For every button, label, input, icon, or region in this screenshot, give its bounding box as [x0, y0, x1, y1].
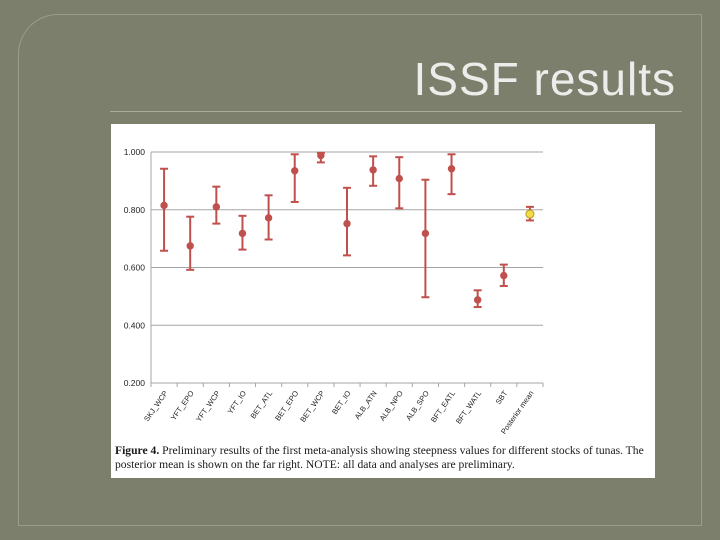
data-point [160, 201, 168, 210]
data-point [395, 174, 403, 183]
data-point [317, 151, 325, 160]
y-tick-label: 0.800 [124, 205, 146, 215]
data-point [473, 296, 482, 304]
figure-panel: 1.000 0.800 0.600 0.400 0.200 SKJ_WCP YFT_EPO Y… [111, 124, 655, 478]
caption-text: Preliminary results of the first meta-an… [115, 444, 644, 471]
data-point [500, 271, 508, 280]
data-point [369, 166, 377, 174]
x-tick-label: SKJ_WCP [142, 389, 170, 423]
data-point [186, 242, 194, 250]
slide-title: ISSF results [413, 53, 676, 105]
y-tick-label: 0.200 [124, 378, 146, 388]
y-tick-label: 0.400 [124, 320, 146, 330]
x-tick-label: BET_ATL [249, 389, 275, 420]
x-tick-label: BET_IO [330, 389, 353, 416]
data-point [212, 203, 221, 211]
x-tick-label: BFT_WATL [454, 389, 483, 426]
x-tick-label: YFT_IO [226, 389, 249, 416]
x-tick-label: SBT [494, 389, 510, 406]
x-tick-label: YFT_EPO [169, 389, 196, 422]
posterior-mean-point [525, 209, 535, 219]
slide-frame [18, 14, 702, 526]
data-point [447, 165, 456, 173]
x-tick-label: BET_EPO [273, 389, 300, 423]
x-tick-label: BET_WCP [298, 389, 326, 424]
x-tick-label: ALB_ATN [353, 389, 379, 421]
y-tick-label: 1.000 [124, 147, 146, 157]
figure-caption: Figure 4. Preliminary results of the fir… [115, 444, 651, 472]
x-tick-label: YFT_WCP [194, 389, 222, 424]
x-tick-label: BFT_EATL [429, 389, 457, 424]
data-point [238, 229, 247, 238]
data-point [343, 219, 351, 228]
data-point [264, 214, 273, 222]
data-point [421, 229, 430, 238]
caption-label: Figure 4. [115, 444, 160, 457]
x-tick-label: ALB_NPO [378, 389, 405, 423]
data-point [291, 167, 299, 175]
x-tick-label: ALB_SPO [404, 389, 431, 422]
title-divider [110, 111, 682, 112]
y-tick-label: 0.600 [124, 263, 146, 273]
